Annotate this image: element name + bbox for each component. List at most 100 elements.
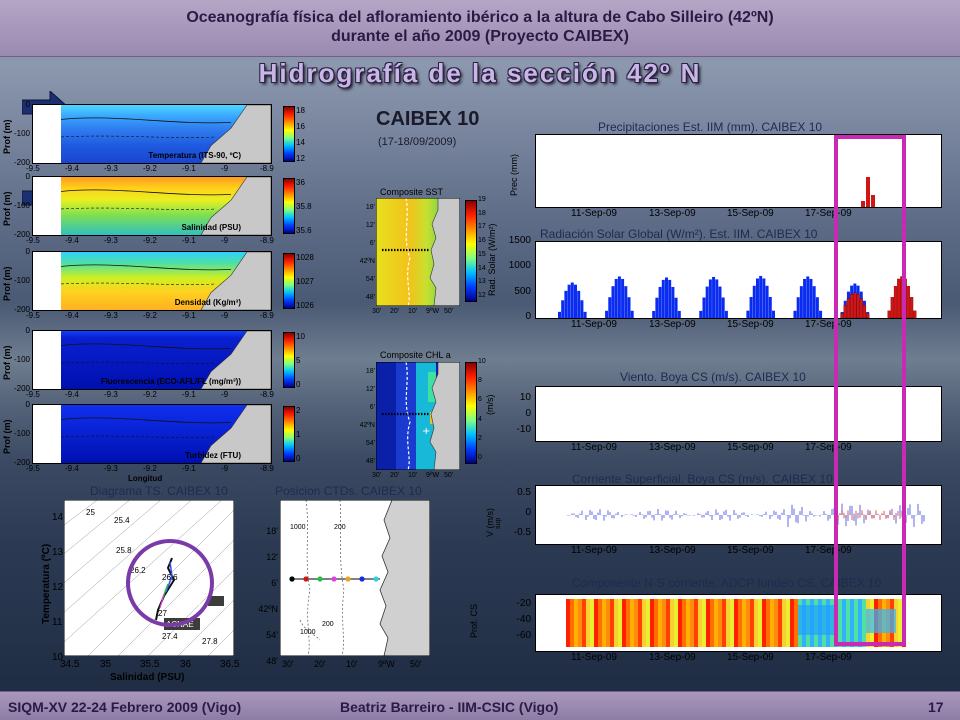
colorbar-tick-label: 0 <box>296 454 301 463</box>
date-tick: 15-Sep-09 <box>727 545 774 556</box>
solar-bar <box>705 286 709 318</box>
section-lon-tick: -9.4 <box>65 464 79 473</box>
isopycnal-label: 26.6 <box>162 573 178 582</box>
adcp-ytick: -20 <box>516 598 531 609</box>
section-depth-tick: -100 <box>13 355 30 364</box>
isopycnal-label: 27.4 <box>162 632 178 641</box>
ctd-lon-tick: 50' <box>410 659 422 669</box>
solar-bar <box>627 297 631 318</box>
solar-bar <box>652 310 656 318</box>
section-lon-tick: -9.4 <box>65 390 79 399</box>
solar-bar <box>583 311 587 318</box>
solar-bar-highlight <box>887 310 891 318</box>
section-lon-tick: -8.9 <box>260 464 274 473</box>
solar-bar <box>762 278 766 318</box>
current-ytick: 0 <box>525 507 531 518</box>
solar-ytick: 1500 <box>508 235 531 246</box>
section-lon-tick: -9.2 <box>143 164 157 173</box>
map-lon-tick: 9ºW <box>426 308 440 315</box>
date-tick: 13-Sep-09 <box>649 319 696 330</box>
solar-bar <box>661 279 665 318</box>
date-tick: 11-Sep-09 <box>571 652 617 663</box>
date-tick: 15-Sep-09 <box>727 208 774 219</box>
isopycnal-label: 25.8 <box>116 546 132 555</box>
colorbar-tick-label: 10 <box>478 358 486 365</box>
sst-map-title: Composite SST <box>380 187 444 197</box>
highlight-circle <box>126 539 214 627</box>
solar-bar <box>608 297 612 318</box>
ctd-lon-tick: 9ºW <box>378 659 395 669</box>
isopycnal-label: 25.4 <box>114 516 130 525</box>
colorbar-tick-label: 14 <box>478 264 486 272</box>
solar-ytick: 500 <box>514 285 531 297</box>
colorbar-tick-label: 17 <box>478 223 486 231</box>
section-lon-tick: -9.3 <box>104 311 118 320</box>
section-plot: Densidad (Kg/m³) <box>32 251 272 311</box>
date-tick: 13-Sep-09 <box>649 442 696 453</box>
solar-bar <box>617 276 621 318</box>
section-lon-tick: -9 <box>221 464 229 473</box>
colorbar-tick-label: 12 <box>478 292 486 299</box>
map-lon-tick: 50' <box>444 308 454 315</box>
solar-bar <box>712 276 716 318</box>
solar-bar <box>715 279 719 318</box>
section-depth-tick: 0 <box>25 326 30 335</box>
date-tick: 13-Sep-09 <box>649 652 696 663</box>
header-line-1: Oceanografía física del afloramiento ibé… <box>186 9 774 26</box>
section-lon-tick: -8.9 <box>260 390 274 399</box>
solar-bar <box>724 310 728 318</box>
ts-water-mass-label: ACNAE <box>174 598 202 607</box>
adcp-ylabel: Prof. CS <box>469 603 479 638</box>
date-tick: 17-Sep-09 <box>805 319 852 330</box>
colorbar-tick-label: 13 <box>478 278 486 286</box>
caibex-dates: (17-18/09/2009) <box>378 136 457 148</box>
map-lon-tick: 20' <box>390 472 400 479</box>
solar-bar <box>611 286 615 318</box>
isopycnal-label: 26.2 <box>130 566 146 575</box>
ts-salinity-tick: 35 <box>100 659 112 670</box>
solar-bar <box>765 285 769 318</box>
solar-bar <box>671 286 675 318</box>
section-depth-tick: -200 <box>13 458 30 467</box>
section-depth-tick: -200 <box>13 158 30 167</box>
caibex-title: CAIBEX 10 <box>376 108 480 130</box>
ctd-lat-tick: 54' <box>266 630 278 640</box>
timeseries-title: Viento. Boya CS (m/s). CAIBEX 10 <box>620 370 806 384</box>
colorbar-tick-label: 1027 <box>296 277 314 286</box>
section-colorbar <box>283 106 295 162</box>
solar-bar <box>580 300 584 318</box>
date-tick: 13-Sep-09 <box>649 545 696 556</box>
date-tick: 17-Sep-09 <box>805 442 852 453</box>
section-lon-tick: -9.5 <box>26 464 40 473</box>
depth-contour-label: 1000 <box>300 629 316 636</box>
wind-ytick: 10 <box>519 392 531 403</box>
solar-bar <box>755 278 759 318</box>
section-plot: Salinidad (PSU) <box>32 176 272 236</box>
solar-bar <box>708 279 712 318</box>
map-lat-tick: 6' <box>369 240 375 247</box>
map-lat-tick: 12' <box>365 222 375 229</box>
colorbar-tick-label: 5 <box>296 356 301 365</box>
ts-temperature-tick: 13 <box>52 547 64 558</box>
section-lon-tick: -9 <box>221 390 229 399</box>
page-number: 17 <box>928 699 944 715</box>
section-lon-tick: -9.4 <box>65 311 79 320</box>
section-variable-label: Salinidad (PSU) <box>181 223 241 232</box>
map-lat-tick: 48' <box>365 458 375 465</box>
isopycnal-label: 27 <box>158 609 167 618</box>
chl-map-title: Composite CHL a <box>380 350 451 360</box>
ts-temperature-tick: 14 <box>52 512 64 523</box>
solar-bar <box>574 284 577 318</box>
solar-ytick: 0 <box>525 311 531 322</box>
timeseries-title: Radiación Solar Global (W/m²). Est. IIM.… <box>540 227 818 241</box>
colorbar-tick-label: 35.8 <box>296 202 312 211</box>
date-tick: 11-Sep-09 <box>571 442 617 453</box>
solar-bar <box>570 282 574 318</box>
ts-temperature-tick: 10 <box>52 652 64 663</box>
solar-bar <box>558 311 561 318</box>
solar-bar <box>793 310 797 318</box>
slide-header: Oceanografía física del afloramiento ibé… <box>0 0 960 57</box>
section-lon-tick: -9.1 <box>182 164 196 173</box>
ctd-position-map <box>279 499 431 657</box>
section-lon-tick: -9.2 <box>143 236 157 245</box>
